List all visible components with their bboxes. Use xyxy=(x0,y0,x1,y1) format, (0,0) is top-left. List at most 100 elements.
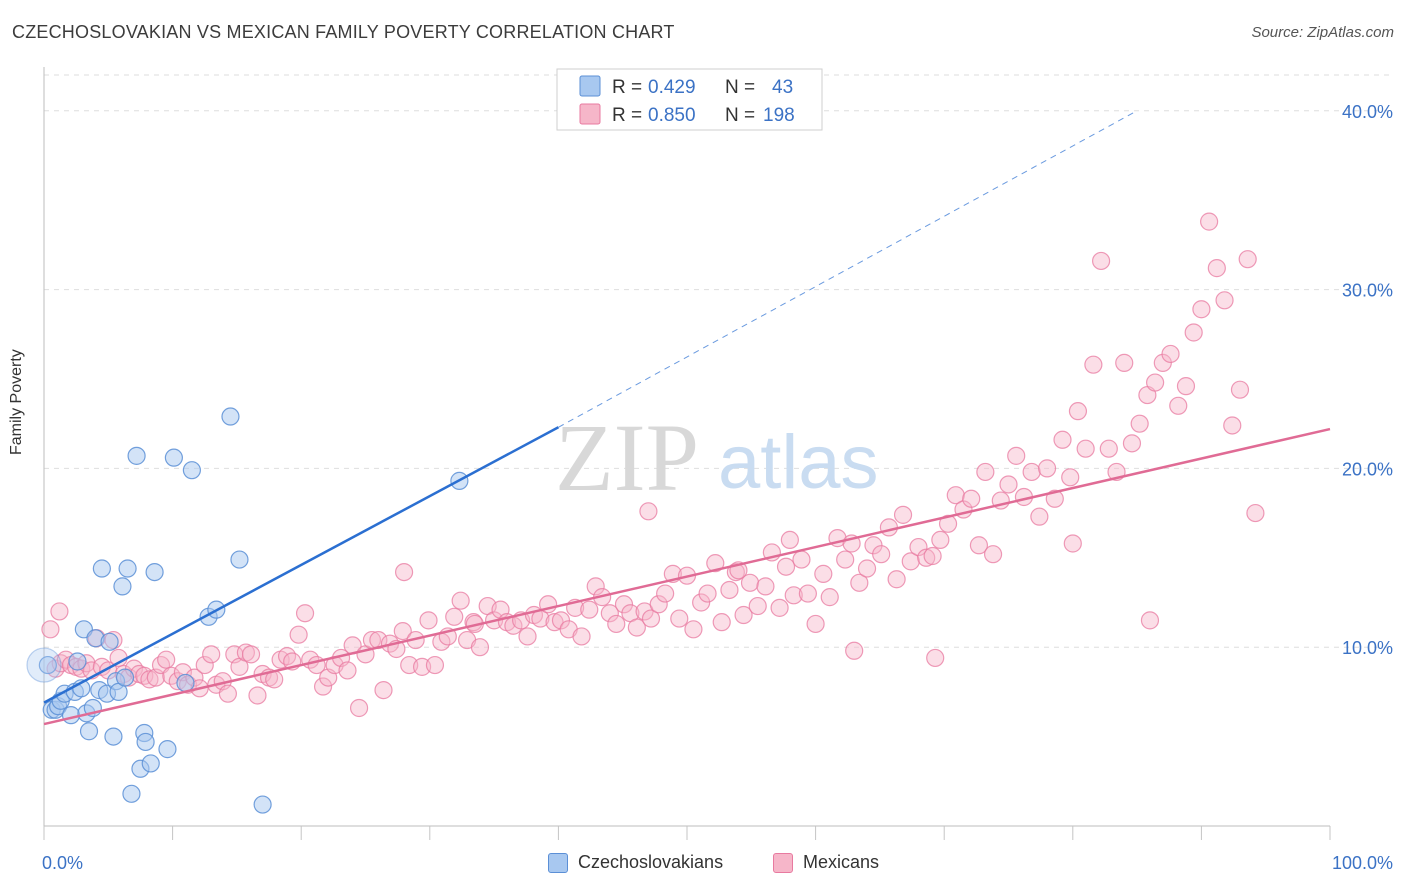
data-point-mexicans xyxy=(806,614,825,634)
watermark: ZIP atlas xyxy=(555,404,879,511)
data-point-mexicans xyxy=(901,552,920,571)
stats-swatch-mexicans xyxy=(579,103,601,125)
data-point-mexicans xyxy=(241,645,261,664)
data-point-czechoslovakians xyxy=(182,461,201,480)
legend-item-czechoslovakians[interactable]: Czechoslovakians xyxy=(548,852,723,873)
data-point-mexicans xyxy=(419,611,438,630)
data-point-mexicans xyxy=(1192,300,1211,319)
data-point-mexicans xyxy=(1140,611,1160,630)
data-point-mexicans xyxy=(600,604,619,623)
data-point-mexicans xyxy=(470,638,490,657)
data-point-mexicans xyxy=(850,573,869,592)
data-point-mexicans xyxy=(1053,430,1072,449)
data-point-mexicans xyxy=(983,545,1003,564)
data-point-czechoslovakians xyxy=(26,647,62,683)
data-point-mexicans xyxy=(857,559,877,578)
data-point-mexicans xyxy=(1037,459,1057,478)
stats-swatch-czechoslovakians xyxy=(579,75,601,97)
data-point-mexicans xyxy=(670,609,689,628)
stats-n-value: 198 xyxy=(763,105,795,126)
data-point-czechoslovakians xyxy=(100,632,119,651)
data-point-mexicans xyxy=(50,602,69,621)
data-point-czechoslovakians xyxy=(38,655,57,675)
data-point-mexicans xyxy=(349,698,369,718)
y-tick-label-20: 20.0% xyxy=(1342,459,1393,479)
x-tick-label-0: 0.0% xyxy=(42,853,83,873)
data-point-mexicans xyxy=(976,462,995,482)
trend-line-mexicans xyxy=(43,427,1331,726)
data-point-mexicans xyxy=(586,577,605,596)
data-point-mexicans xyxy=(313,677,333,696)
data-point-czechoslovakians xyxy=(61,706,81,725)
x-tick-label-100: 100.0% xyxy=(1332,853,1393,873)
data-point-mexicans xyxy=(923,546,942,566)
stats-legend: R = 0.429 N = 43 R = 0.850 N = 198 xyxy=(556,68,823,131)
data-point-czechoslovakians xyxy=(145,562,164,582)
data-point-czechoslovakians xyxy=(79,722,99,741)
legend-swatch-czechoslovakians xyxy=(548,852,568,873)
stats-r-value: 0.429 xyxy=(648,77,696,98)
data-point-mexicans xyxy=(969,536,989,555)
y-tick-label-10: 10.0% xyxy=(1342,638,1393,658)
data-point-mexicans xyxy=(41,620,60,639)
data-point-mexicans xyxy=(756,577,775,596)
legend-item-mexicans[interactable]: Mexicans xyxy=(773,852,879,873)
data-point-czechoslovakians xyxy=(127,446,146,465)
data-point-mexicans xyxy=(879,518,899,537)
series-legend: Czechoslovakians Mexicans xyxy=(0,852,1406,878)
data-point-mexicans xyxy=(1238,250,1257,269)
watermark-zip: ZIP xyxy=(555,404,699,511)
y-tick-label-40: 40.0% xyxy=(1342,102,1393,122)
data-point-czechoslovakians xyxy=(68,652,87,671)
legend-label-mexicans: Mexicans xyxy=(803,852,880,872)
data-point-czechoslovakians xyxy=(92,559,111,578)
data-point-mexicans xyxy=(195,655,214,675)
data-point-mexicans xyxy=(780,530,799,550)
data-point-mexicans xyxy=(1030,507,1049,526)
data-point-mexicans xyxy=(720,580,739,600)
data-point-mexicans xyxy=(218,684,237,703)
data-point-mexicans xyxy=(938,514,958,533)
stats-r-value: 0.850 xyxy=(648,105,696,126)
stats-r-label: R = xyxy=(612,77,642,98)
data-point-mexicans xyxy=(1130,414,1149,433)
data-point-mexicans xyxy=(684,620,703,639)
data-point-mexicans xyxy=(445,607,464,626)
data-point-mexicans xyxy=(706,554,725,573)
data-point-mexicans xyxy=(926,648,945,668)
data-point-czechoslovakians xyxy=(122,784,141,803)
trend-line-czechoslovakians-extension xyxy=(558,110,1138,428)
data-point-mexicans xyxy=(1161,344,1180,364)
data-point-czechoslovakians xyxy=(164,448,183,467)
data-point-mexicans xyxy=(946,486,965,505)
data-point-mexicans xyxy=(580,600,599,619)
data-point-mexicans xyxy=(726,562,745,582)
legend-swatch-mexicans xyxy=(773,852,793,873)
data-point-mexicans xyxy=(1230,380,1250,399)
data-point-mexicans xyxy=(635,602,654,621)
data-point-mexicans xyxy=(776,557,796,576)
data-point-mexicans xyxy=(545,613,564,632)
data-point-mexicans xyxy=(1246,503,1265,523)
data-point-mexicans xyxy=(572,627,591,646)
data-point-mexicans xyxy=(1007,446,1026,465)
data-point-mexicans xyxy=(157,650,176,669)
stats-r-label: R = xyxy=(612,105,642,126)
data-point-czechoslovakians xyxy=(118,559,137,578)
data-point-mexicans xyxy=(425,655,445,675)
chart-title: CZECHOSLOVAKIAN VS MEXICAN FAMILY POVERT… xyxy=(12,22,675,42)
data-point-mexicans xyxy=(792,550,811,569)
data-point-mexicans xyxy=(394,562,414,582)
data-point-mexicans xyxy=(289,625,308,644)
data-point-mexicans xyxy=(277,647,297,666)
data-point-mexicans xyxy=(248,686,267,705)
data-point-czechoslovakians xyxy=(136,732,155,752)
data-point-mexicans xyxy=(135,666,154,685)
data-point-mexicans xyxy=(931,530,950,550)
data-point-mexicans xyxy=(295,604,315,623)
data-point-mexicans xyxy=(1207,259,1226,278)
data-point-mexicans xyxy=(798,584,817,603)
data-point-mexicans xyxy=(518,627,537,646)
data-point-mexicans xyxy=(962,489,981,508)
